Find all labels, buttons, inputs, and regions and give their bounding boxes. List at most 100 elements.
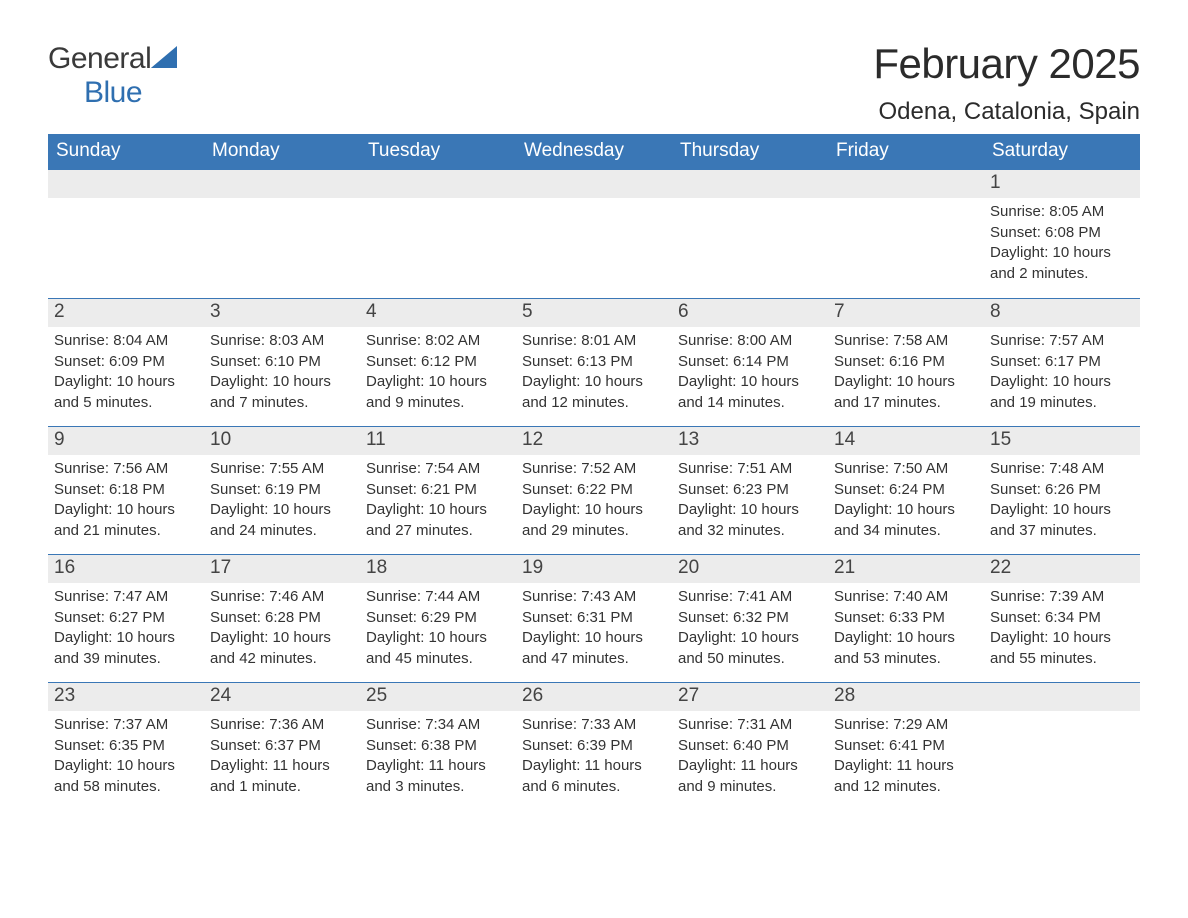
sunrise-text: Sunrise: 7:50 AM — [834, 459, 978, 480]
day-cell: Sunrise: 8:04 AMSunset: 6:09 PMDaylight:… — [48, 327, 204, 424]
sunrise-text: Sunrise: 8:01 AM — [522, 331, 666, 352]
day-cell: Sunrise: 7:50 AMSunset: 6:24 PMDaylight:… — [828, 455, 984, 552]
day-number: 27 — [672, 683, 828, 711]
day-number: 13 — [672, 427, 828, 455]
daylight-text: Daylight: 11 hours and 6 minutes. — [522, 756, 666, 797]
sunrise-text: Sunrise: 7:41 AM — [678, 587, 822, 608]
daylight-text: Daylight: 10 hours and 37 minutes. — [990, 500, 1134, 541]
sunrise-text: Sunrise: 7:36 AM — [210, 715, 354, 736]
brand-part1: General — [48, 42, 151, 75]
weekday-header: Saturday — [984, 134, 1140, 170]
daylight-text: Daylight: 10 hours and 53 minutes. — [834, 628, 978, 669]
day-number: 5 — [516, 299, 672, 327]
day-cell: Sunrise: 7:46 AMSunset: 6:28 PMDaylight:… — [204, 583, 360, 680]
day-number: 10 — [204, 427, 360, 455]
sunset-text: Sunset: 6:40 PM — [678, 736, 822, 757]
sunset-text: Sunset: 6:12 PM — [366, 352, 510, 373]
day-cell: Sunrise: 7:41 AMSunset: 6:32 PMDaylight:… — [672, 583, 828, 680]
sunrise-text: Sunrise: 8:03 AM — [210, 331, 354, 352]
sunrise-text: Sunrise: 7:39 AM — [990, 587, 1134, 608]
day-cell: Sunrise: 8:02 AMSunset: 6:12 PMDaylight:… — [360, 327, 516, 424]
weekday-header: Thursday — [672, 134, 828, 170]
week-row: 232425262728Sunrise: 7:37 AMSunset: 6:35… — [48, 682, 1140, 810]
day-cell — [516, 198, 672, 295]
sunset-text: Sunset: 6:34 PM — [990, 608, 1134, 629]
day-number-strip: 2345678 — [48, 299, 1140, 327]
daylight-text: Daylight: 10 hours and 5 minutes. — [54, 372, 198, 413]
day-number: 3 — [204, 299, 360, 327]
sunset-text: Sunset: 6:26 PM — [990, 480, 1134, 501]
day-number-strip: 16171819202122 — [48, 555, 1140, 583]
sunrise-text: Sunrise: 8:04 AM — [54, 331, 198, 352]
day-number: 28 — [828, 683, 984, 711]
day-number: 12 — [516, 427, 672, 455]
day-cell: Sunrise: 7:33 AMSunset: 6:39 PMDaylight:… — [516, 711, 672, 808]
sunrise-text: Sunrise: 8:02 AM — [366, 331, 510, 352]
daylight-text: Daylight: 10 hours and 7 minutes. — [210, 372, 354, 413]
daylight-text: Daylight: 10 hours and 17 minutes. — [834, 372, 978, 413]
day-number: 19 — [516, 555, 672, 583]
sunset-text: Sunset: 6:23 PM — [678, 480, 822, 501]
day-number: 11 — [360, 427, 516, 455]
sunrise-text: Sunrise: 7:58 AM — [834, 331, 978, 352]
sunset-text: Sunset: 6:24 PM — [834, 480, 978, 501]
month-title: February 2025 — [873, 40, 1140, 88]
sunrise-text: Sunrise: 7:47 AM — [54, 587, 198, 608]
weekday-header: Monday — [204, 134, 360, 170]
day-number: 20 — [672, 555, 828, 583]
daylight-text: Daylight: 11 hours and 9 minutes. — [678, 756, 822, 797]
daylight-text: Daylight: 10 hours and 2 minutes. — [990, 243, 1134, 284]
day-number: 17 — [204, 555, 360, 583]
day-cell: Sunrise: 8:05 AMSunset: 6:08 PMDaylight:… — [984, 198, 1140, 295]
day-number: 4 — [360, 299, 516, 327]
sunset-text: Sunset: 6:10 PM — [210, 352, 354, 373]
day-cell: Sunrise: 7:55 AMSunset: 6:19 PMDaylight:… — [204, 455, 360, 552]
day-cell: Sunrise: 7:29 AMSunset: 6:41 PMDaylight:… — [828, 711, 984, 808]
daylight-text: Daylight: 10 hours and 21 minutes. — [54, 500, 198, 541]
daylight-text: Daylight: 10 hours and 34 minutes. — [834, 500, 978, 541]
week-row: 2345678Sunrise: 8:04 AMSunset: 6:09 PMDa… — [48, 298, 1140, 426]
week-row: 1Sunrise: 8:05 AMSunset: 6:08 PMDaylight… — [48, 170, 1140, 298]
weekday-header: Sunday — [48, 134, 204, 170]
sunrise-text: Sunrise: 7:31 AM — [678, 715, 822, 736]
sunset-text: Sunset: 6:33 PM — [834, 608, 978, 629]
day-cell — [48, 198, 204, 295]
day-cell: Sunrise: 7:31 AMSunset: 6:40 PMDaylight:… — [672, 711, 828, 808]
day-cell: Sunrise: 7:57 AMSunset: 6:17 PMDaylight:… — [984, 327, 1140, 424]
sunrise-text: Sunrise: 7:55 AM — [210, 459, 354, 480]
day-number-strip: 232425262728 — [48, 683, 1140, 711]
weekday-header: Friday — [828, 134, 984, 170]
day-cell: Sunrise: 8:00 AMSunset: 6:14 PMDaylight:… — [672, 327, 828, 424]
daylight-text: Daylight: 10 hours and 12 minutes. — [522, 372, 666, 413]
day-cell: Sunrise: 7:39 AMSunset: 6:34 PMDaylight:… — [984, 583, 1140, 680]
day-number: 1 — [984, 170, 1140, 198]
sunset-text: Sunset: 6:32 PM — [678, 608, 822, 629]
sunrise-text: Sunrise: 7:52 AM — [522, 459, 666, 480]
sunset-text: Sunset: 6:09 PM — [54, 352, 198, 373]
day-number — [204, 170, 360, 198]
day-number: 2 — [48, 299, 204, 327]
day-number — [516, 170, 672, 198]
daylight-text: Daylight: 10 hours and 47 minutes. — [522, 628, 666, 669]
sunrise-text: Sunrise: 7:44 AM — [366, 587, 510, 608]
daylight-text: Daylight: 10 hours and 14 minutes. — [678, 372, 822, 413]
sunrise-text: Sunrise: 7:37 AM — [54, 715, 198, 736]
sunrise-text: Sunrise: 7:46 AM — [210, 587, 354, 608]
daylight-text: Daylight: 10 hours and 19 minutes. — [990, 372, 1134, 413]
day-cell: Sunrise: 7:58 AMSunset: 6:16 PMDaylight:… — [828, 327, 984, 424]
day-cell: Sunrise: 7:47 AMSunset: 6:27 PMDaylight:… — [48, 583, 204, 680]
day-number — [360, 170, 516, 198]
daylight-text: Daylight: 10 hours and 9 minutes. — [366, 372, 510, 413]
day-number: 21 — [828, 555, 984, 583]
day-cell: Sunrise: 7:36 AMSunset: 6:37 PMDaylight:… — [204, 711, 360, 808]
daylight-text: Daylight: 11 hours and 12 minutes. — [834, 756, 978, 797]
day-cell: Sunrise: 7:40 AMSunset: 6:33 PMDaylight:… — [828, 583, 984, 680]
day-number: 25 — [360, 683, 516, 711]
sunset-text: Sunset: 6:13 PM — [522, 352, 666, 373]
sunset-text: Sunset: 6:08 PM — [990, 223, 1134, 244]
day-cell: Sunrise: 7:51 AMSunset: 6:23 PMDaylight:… — [672, 455, 828, 552]
day-number — [828, 170, 984, 198]
day-number: 16 — [48, 555, 204, 583]
sunset-text: Sunset: 6:17 PM — [990, 352, 1134, 373]
calendar: Sunday Monday Tuesday Wednesday Thursday… — [48, 134, 1140, 810]
